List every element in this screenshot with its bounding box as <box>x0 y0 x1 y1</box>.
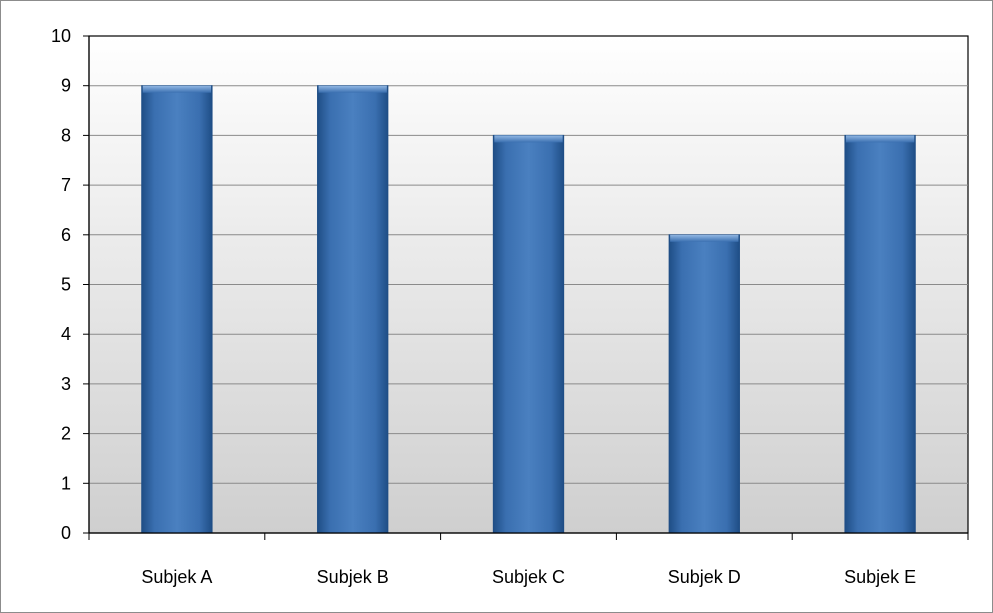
y-tick-label: 0 <box>61 523 71 543</box>
x-tick-label: Subjek E <box>844 567 916 587</box>
bar-highlight <box>318 85 387 93</box>
bar <box>141 85 213 534</box>
tick-labels: 0 1 2 3 4 5 6 7 8 9 10 Subjek A Subjek B Subjek C Subj… <box>51 26 916 587</box>
y-tick-label: 3 <box>61 374 71 394</box>
y-tick-label: 2 <box>61 424 71 444</box>
y-tick-label: 4 <box>61 324 71 344</box>
y-tick-label: 5 <box>61 275 71 295</box>
y-tick-label: 9 <box>61 76 71 96</box>
bars <box>141 85 916 534</box>
y-tick-label: 7 <box>61 175 71 195</box>
bar <box>492 134 565 534</box>
axes <box>83 35 969 540</box>
bar <box>844 134 916 534</box>
bar-highlight <box>494 135 563 143</box>
x-tick-label: Subjek B <box>317 567 389 587</box>
x-tick-label: Subjek C <box>492 567 565 587</box>
y-tick-label: 8 <box>61 125 71 145</box>
bar-subjek-a <box>141 85 213 534</box>
bar-highlight <box>670 234 739 242</box>
y-tick-label: 10 <box>51 26 71 46</box>
bar-subjek-d <box>668 234 740 534</box>
bar <box>668 234 740 534</box>
x-tick-label: Subjek D <box>668 567 741 587</box>
bar-subjek-b <box>317 85 389 534</box>
bar-highlight <box>142 85 212 93</box>
y-tick-label: 6 <box>61 225 71 245</box>
y-tick-label: 1 <box>61 473 71 493</box>
bar <box>317 85 389 534</box>
bar-subjek-e <box>844 134 916 534</box>
bar-highlight <box>845 135 915 143</box>
bar-subjek-c <box>492 134 565 534</box>
x-tick-label: Subjek A <box>141 567 212 587</box>
